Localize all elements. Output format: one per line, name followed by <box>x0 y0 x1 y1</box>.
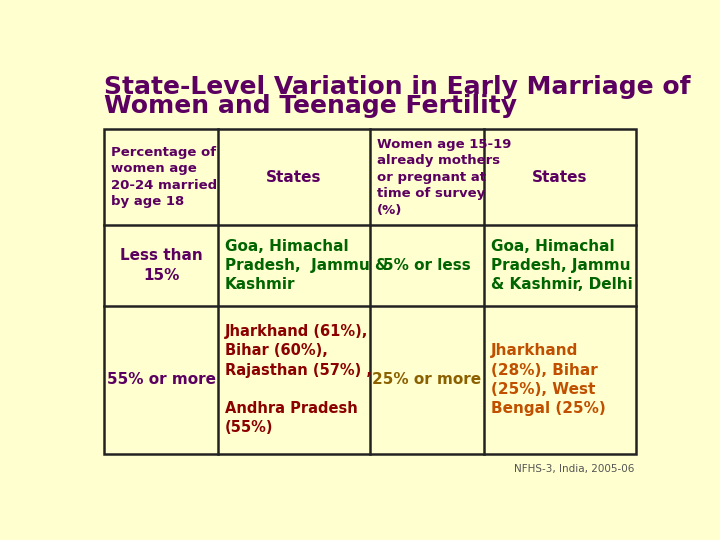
Text: Less than
15%: Less than 15% <box>120 248 202 282</box>
Text: 55% or more: 55% or more <box>107 372 215 387</box>
Text: 5% or less: 5% or less <box>383 258 471 273</box>
Text: States: States <box>532 170 588 185</box>
Text: Goa, Himachal
Pradesh, Jammu
& Kashmir, Delhi: Goa, Himachal Pradesh, Jammu & Kashmir, … <box>491 239 633 292</box>
Text: Women age 15-19
already mothers
or pregnant at
time of survey
(%): Women age 15-19 already mothers or pregn… <box>377 138 511 217</box>
Text: States: States <box>266 170 322 185</box>
Text: State-Level Variation in Early Marriage of: State-Level Variation in Early Marriage … <box>104 75 690 99</box>
Bar <box>104 129 636 454</box>
Text: Percentage of
women age
20-24 married
by age 18: Percentage of women age 20-24 married by… <box>111 146 217 208</box>
Text: Jharkhand
(28%), Bihar
(25%), West
Bengal (25%): Jharkhand (28%), Bihar (25%), West Benga… <box>491 343 606 416</box>
Text: Goa, Himachal
Pradesh,  Jammu &
Kashmir: Goa, Himachal Pradesh, Jammu & Kashmir <box>225 239 388 292</box>
Text: Jharkhand (61%),
Bihar (60%),
Rajasthan (57%) ,

Andhra Pradesh
(55%): Jharkhand (61%), Bihar (60%), Rajasthan … <box>225 325 372 435</box>
Text: Women and Teenage Fertility: Women and Teenage Fertility <box>104 94 517 118</box>
Text: NFHS-3, India, 2005-06: NFHS-3, India, 2005-06 <box>513 464 634 474</box>
Text: 25% or more: 25% or more <box>372 372 482 387</box>
